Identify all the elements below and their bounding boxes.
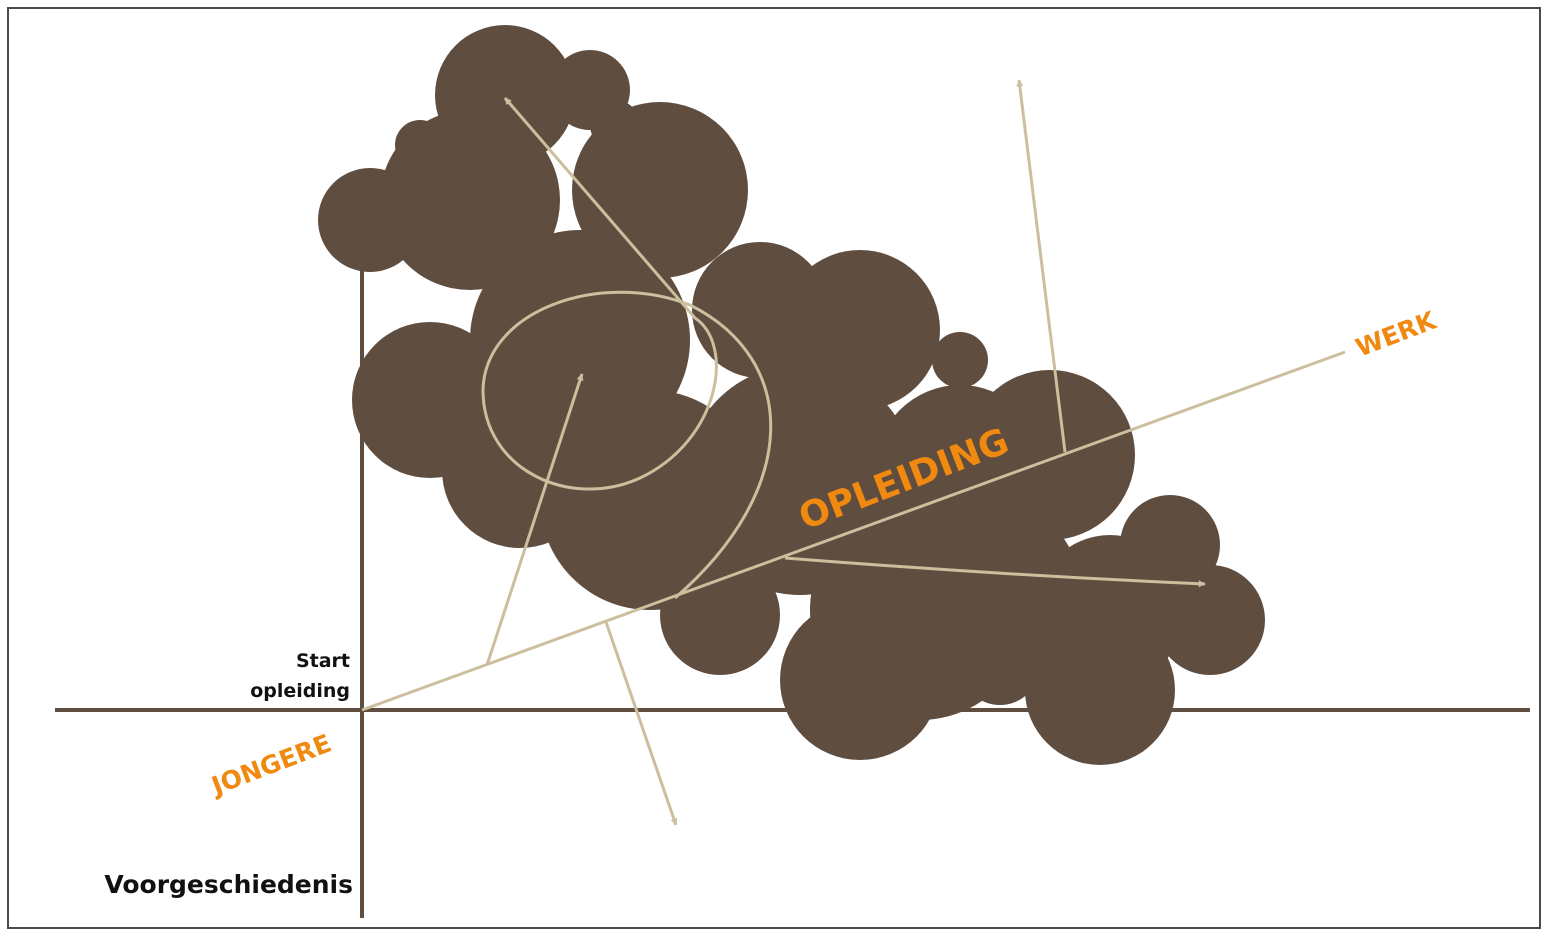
diagonal-path-line — [361, 350, 1346, 712]
label-start-line2: opleiding — [250, 680, 350, 702]
arrow-right — [784, 556, 1206, 588]
arrow-up-right — [1016, 79, 1067, 453]
label-jongere: JONGERE — [206, 729, 335, 802]
label-werk: WERK — [1352, 305, 1442, 363]
arrow-start-to-loop — [485, 373, 584, 666]
cloud-shape — [318, 25, 1265, 765]
loop-path — [481, 97, 773, 600]
arrow-down — [604, 621, 678, 826]
label-voorgeschiedenis: Voorgeschiedenis — [104, 870, 353, 899]
label-start-line1: Start — [296, 650, 350, 672]
arrows — [481, 79, 1206, 826]
